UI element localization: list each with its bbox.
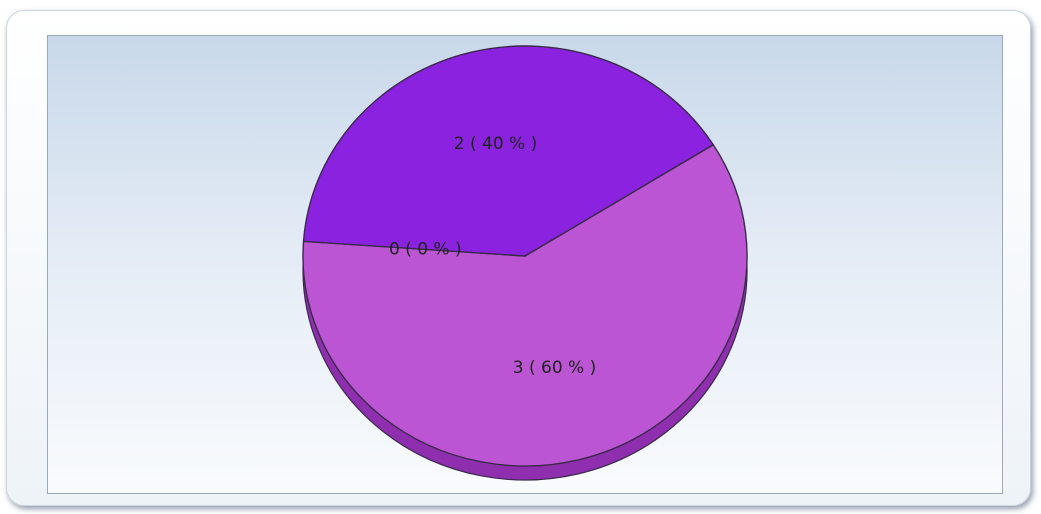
pie-chart: 3 ( 60 % ) 0 ( 0 % ) 2 ( 40 % ) (302, 45, 748, 481)
chart-panel: 3 ( 60 % ) 0 ( 0 % ) 2 ( 40 % ) (6, 10, 1031, 506)
pie-labels: 3 ( 60 % ) 0 ( 0 % ) 2 ( 40 % ) (389, 134, 596, 378)
pie-slice-label-2: 2 ( 40 % ) (454, 134, 537, 154)
pie-slice-label-0: 3 ( 60 % ) (513, 358, 596, 378)
pie-slice-label-1: 0 ( 0 % ) (389, 239, 462, 259)
pie-slices (302, 45, 748, 467)
pie-slice-2 (302, 45, 714, 257)
plot-area: 3 ( 60 % ) 0 ( 0 % ) 2 ( 40 % ) (47, 35, 1003, 494)
pie-slice-0 (302, 144, 748, 467)
